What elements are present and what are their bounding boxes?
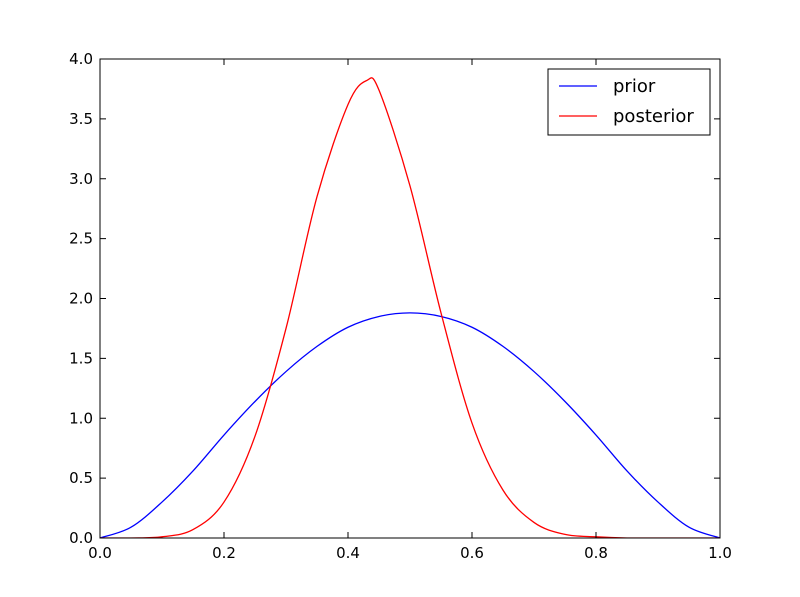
x-tick-label: 1.0	[708, 544, 732, 562]
legend: prior posterior	[547, 68, 711, 136]
y-tick-label: 2.0	[69, 290, 93, 308]
y-tick-label: 0.5	[69, 469, 93, 487]
axes: 0.0 0.2 0.4 0.6 0.8 1.0 0.0 0.5 1.0 1.5 2.0 2.5 3.0 3…	[69, 50, 732, 562]
y-tick-label: 1.0	[69, 409, 93, 427]
legend-label-prior: prior	[613, 76, 656, 97]
x-tick-label: 0.8	[584, 544, 608, 562]
legend-box	[547, 68, 711, 136]
series-line-posterior	[100, 77, 720, 538]
y-tick-label: 2.5	[69, 230, 93, 248]
y-tick-label: 1.5	[69, 349, 93, 367]
legend-label-posterior: posterior	[613, 106, 694, 127]
plot-area	[100, 77, 720, 538]
x-tick-label: 0.4	[336, 544, 360, 562]
y-tick-label: 3.0	[69, 170, 93, 188]
series-line-prior	[100, 312, 720, 538]
x-tick-label: 0.2	[212, 544, 236, 562]
y-tick-label: 3.5	[69, 110, 93, 128]
y-tick-label: 0.0	[69, 529, 93, 547]
x-tick-label: 0.6	[460, 544, 484, 562]
x-tick-label: 0.0	[88, 544, 112, 562]
y-tick-label: 4.0	[69, 50, 93, 68]
